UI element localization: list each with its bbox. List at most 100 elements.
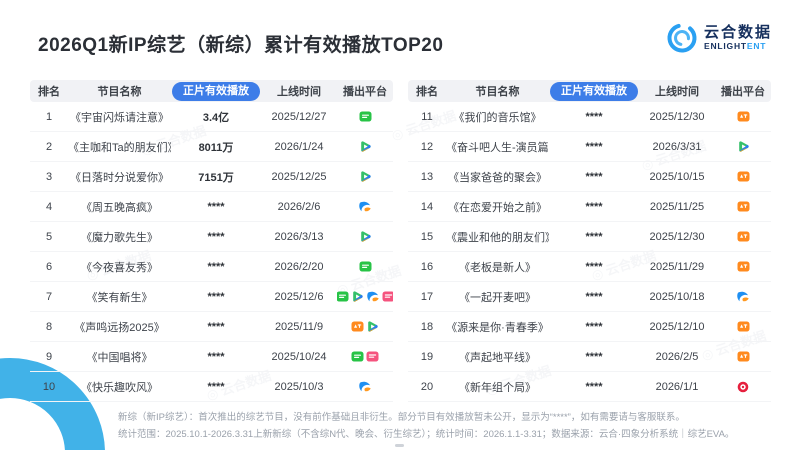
table-row: 14 《在恋爱开始之前》 **** 2025/11/25 <box>408 192 771 222</box>
report-header: 2026Q1新IP综艺（新综）累计有效播放TOP20 云合数据 ENLIGHTE… <box>38 22 772 57</box>
date-cell: 2025/12/30 <box>649 110 705 123</box>
rank-cell: 8 <box>45 320 53 333</box>
show-name-cell: 《奋斗吧人生-演员篇》 <box>446 141 549 154</box>
rank-table-right: 排名 节目名称 正片有效播放 上线时间 播出平台 11 《我们的音乐馆》 ***… <box>408 80 771 402</box>
youku-icon <box>358 380 372 393</box>
rank-cell: 14 <box>420 200 434 213</box>
date-cell: 2026/2/5 <box>655 350 699 363</box>
table-row: 1 《宇宙闪烁请注意》 3.4亿 2025/12/27 <box>30 102 393 132</box>
rank-cell: 17 <box>420 290 434 303</box>
table-row: 7 《笑有新生》 **** 2025/12/6 <box>30 282 393 312</box>
plays-cell: **** <box>207 290 225 303</box>
platform-cell <box>715 170 771 183</box>
table-row: 13 《当家爸爸的聚会》 **** 2025/10/15 <box>408 162 771 192</box>
table-row: 20 《新年组个局》 **** 2026/1/1 <box>408 372 771 402</box>
platform-cell <box>337 260 393 273</box>
table-row: 5 《魔力歌先生》 **** 2026/3/13 <box>30 222 393 252</box>
column-header-date: 上线时间 <box>655 86 699 98</box>
footnote-scope: 统计范围：2025.10.1-2026.3.31上新新综（不含综N代、晚会、衍生… <box>118 429 735 440</box>
plays-cell: **** <box>585 110 603 123</box>
iqiyi-icon <box>359 110 372 123</box>
show-name-cell: 《笑有新生》 <box>86 291 153 304</box>
date-cell: 2025/11/9 <box>274 320 324 333</box>
mango-tv-icon <box>737 230 750 243</box>
plays-cell: **** <box>585 350 603 363</box>
rank-cell: 13 <box>420 170 434 183</box>
plays-cell: 3.4亿 <box>202 111 230 124</box>
platform-cell <box>715 110 771 123</box>
show-name-cell: 《源来是你·青春季》 <box>446 321 549 334</box>
column-header-plays: 正片有效播放 <box>171 81 261 101</box>
plays-cell: **** <box>207 380 225 393</box>
date-cell: 2025/11/25 <box>649 200 705 213</box>
plays-cell: **** <box>585 200 603 213</box>
table-row: 17 《一起开麦吧》 **** 2025/10/18 <box>408 282 771 312</box>
plays-cell: **** <box>207 230 225 243</box>
rank-cell: 18 <box>420 320 434 333</box>
table-row: 9 《中国唱将》 **** 2025/10/24 <box>30 342 393 372</box>
platform-cell <box>715 200 771 213</box>
pink-square-icon <box>382 290 393 303</box>
column-header-rank: 排名 <box>38 86 60 98</box>
date-cell: 2026/3/31 <box>652 140 702 153</box>
platform-cell <box>715 290 771 303</box>
date-cell: 2026/1/1 <box>655 380 699 393</box>
tencent-video-icon <box>351 290 364 303</box>
plays-cell: **** <box>585 320 603 333</box>
table-row: 4 《周五晚高疯》 **** 2026/2/6 <box>30 192 393 222</box>
table-row: 11 《我们的音乐馆》 **** 2025/12/30 <box>408 102 771 132</box>
page-indicator <box>395 444 404 447</box>
date-cell: 2026/3/13 <box>274 230 324 243</box>
ranking-tables: 排名 节目名称 正片有效播放 上线时间 播出平台 1 《宇宙闪烁请注意》 3.4… <box>30 80 771 402</box>
platform-cell <box>337 230 393 243</box>
plays-cell: **** <box>585 230 603 243</box>
date-cell: 2025/10/3 <box>274 380 324 393</box>
platform-cell <box>715 260 771 273</box>
platform-cell <box>337 350 393 363</box>
platform-cell <box>337 170 393 183</box>
show-name-cell: 《日落时分说爱你》 <box>70 171 169 184</box>
youku-icon <box>358 200 372 213</box>
rank-cell: 1 <box>45 110 53 123</box>
show-name-cell: 《宇宙闪烁请注意》 <box>70 111 169 124</box>
show-name-cell: 《在恋爱开始之前》 <box>448 201 547 214</box>
mango-tv-icon <box>737 110 750 123</box>
platform-cell <box>715 140 771 153</box>
table-header-row: 排名 节目名称 正片有效播放 上线时间 播出平台 <box>408 80 771 102</box>
table-row: 10 《快乐趣吹风》 **** 2025/10/3 <box>30 372 393 402</box>
date-cell: 2026/2/20 <box>274 260 324 273</box>
date-cell: 2025/11/29 <box>649 260 705 273</box>
rank-cell: 19 <box>420 350 434 363</box>
show-name-cell: 《老板是新人》 <box>459 261 536 274</box>
table-row: 15 《震业和他的朋友们》 **** 2025/12/30 <box>408 222 771 252</box>
table-row: 8 《声鸣远扬2025》 **** 2025/11/9 <box>30 312 393 342</box>
table-row: 12 《奋斗吧人生-演员篇》 **** 2026/3/31 <box>408 132 771 162</box>
table-row: 18 《源来是你·青春季》 **** 2025/12/10 <box>408 312 771 342</box>
plays-cell: **** <box>207 200 225 213</box>
rank-cell: 4 <box>45 200 53 213</box>
rank-cell: 15 <box>420 230 434 243</box>
platform-cell <box>337 140 393 153</box>
plays-cell: **** <box>585 170 603 183</box>
show-name-cell: 《震业和他的朋友们》 <box>446 231 549 244</box>
show-name-cell: 《魔力歌先生》 <box>81 231 158 244</box>
plays-cell: **** <box>207 260 225 273</box>
iqiyi-icon <box>351 350 364 363</box>
rank-cell: 2 <box>45 140 53 153</box>
plays-cell: **** <box>207 350 225 363</box>
table-row: 2 《主咖和Ta的朋友们》 8011万 2026/1/24 <box>30 132 393 162</box>
rank-cell: 11 <box>421 110 433 123</box>
show-name-cell: 《我们的音乐馆》 <box>453 111 542 124</box>
show-name-cell: 《当家爸爸的聚会》 <box>448 171 547 184</box>
page-title: 2026Q1新IP综艺（新综）累计有效播放TOP20 <box>38 35 444 56</box>
show-name-cell: 《今夜喜友秀》 <box>81 261 158 274</box>
column-header-platform: 播出平台 <box>343 86 387 98</box>
platform-cell <box>715 230 771 243</box>
show-name-cell: 《快乐趣吹风》 <box>81 381 158 394</box>
plays-cell: 7151万 <box>198 171 234 184</box>
plays-cell: **** <box>207 320 225 333</box>
date-cell: 2026/2/6 <box>277 200 321 213</box>
table-row: 3 《日落时分说爱你》 7151万 2025/12/25 <box>30 162 393 192</box>
rank-cell: 20 <box>420 380 434 393</box>
rank-cell: 9 <box>45 350 53 363</box>
